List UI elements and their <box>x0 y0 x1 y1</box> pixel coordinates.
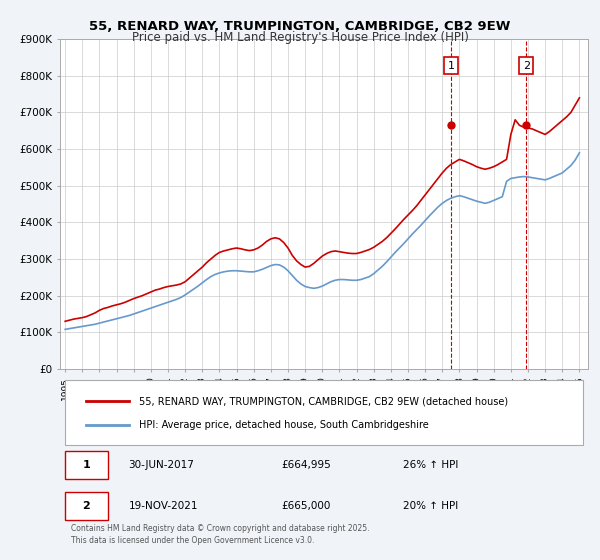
Text: £665,000: £665,000 <box>282 501 331 511</box>
Text: Price paid vs. HM Land Registry's House Price Index (HPI): Price paid vs. HM Land Registry's House … <box>131 31 469 44</box>
FancyBboxPatch shape <box>65 451 107 479</box>
Text: 26% ↑ HPI: 26% ↑ HPI <box>403 460 458 470</box>
Text: 55, RENARD WAY, TRUMPINGTON, CAMBRIDGE, CB2 9EW (detached house): 55, RENARD WAY, TRUMPINGTON, CAMBRIDGE, … <box>139 396 508 407</box>
Text: 20% ↑ HPI: 20% ↑ HPI <box>403 501 458 511</box>
Text: 30-JUN-2017: 30-JUN-2017 <box>128 460 194 470</box>
Text: 1: 1 <box>448 60 454 71</box>
Text: 55, RENARD WAY, TRUMPINGTON, CAMBRIDGE, CB2 9EW: 55, RENARD WAY, TRUMPINGTON, CAMBRIDGE, … <box>89 20 511 32</box>
Text: HPI: Average price, detached house, South Cambridgeshire: HPI: Average price, detached house, Sout… <box>139 421 429 431</box>
Text: 1: 1 <box>83 460 90 470</box>
Text: 2: 2 <box>83 501 90 511</box>
Text: 19-NOV-2021: 19-NOV-2021 <box>128 501 198 511</box>
FancyBboxPatch shape <box>65 380 583 445</box>
Text: 2: 2 <box>523 60 530 71</box>
Text: £664,995: £664,995 <box>282 460 332 470</box>
Text: Contains HM Land Registry data © Crown copyright and database right 2025.
This d: Contains HM Land Registry data © Crown c… <box>71 524 369 545</box>
FancyBboxPatch shape <box>65 492 107 520</box>
